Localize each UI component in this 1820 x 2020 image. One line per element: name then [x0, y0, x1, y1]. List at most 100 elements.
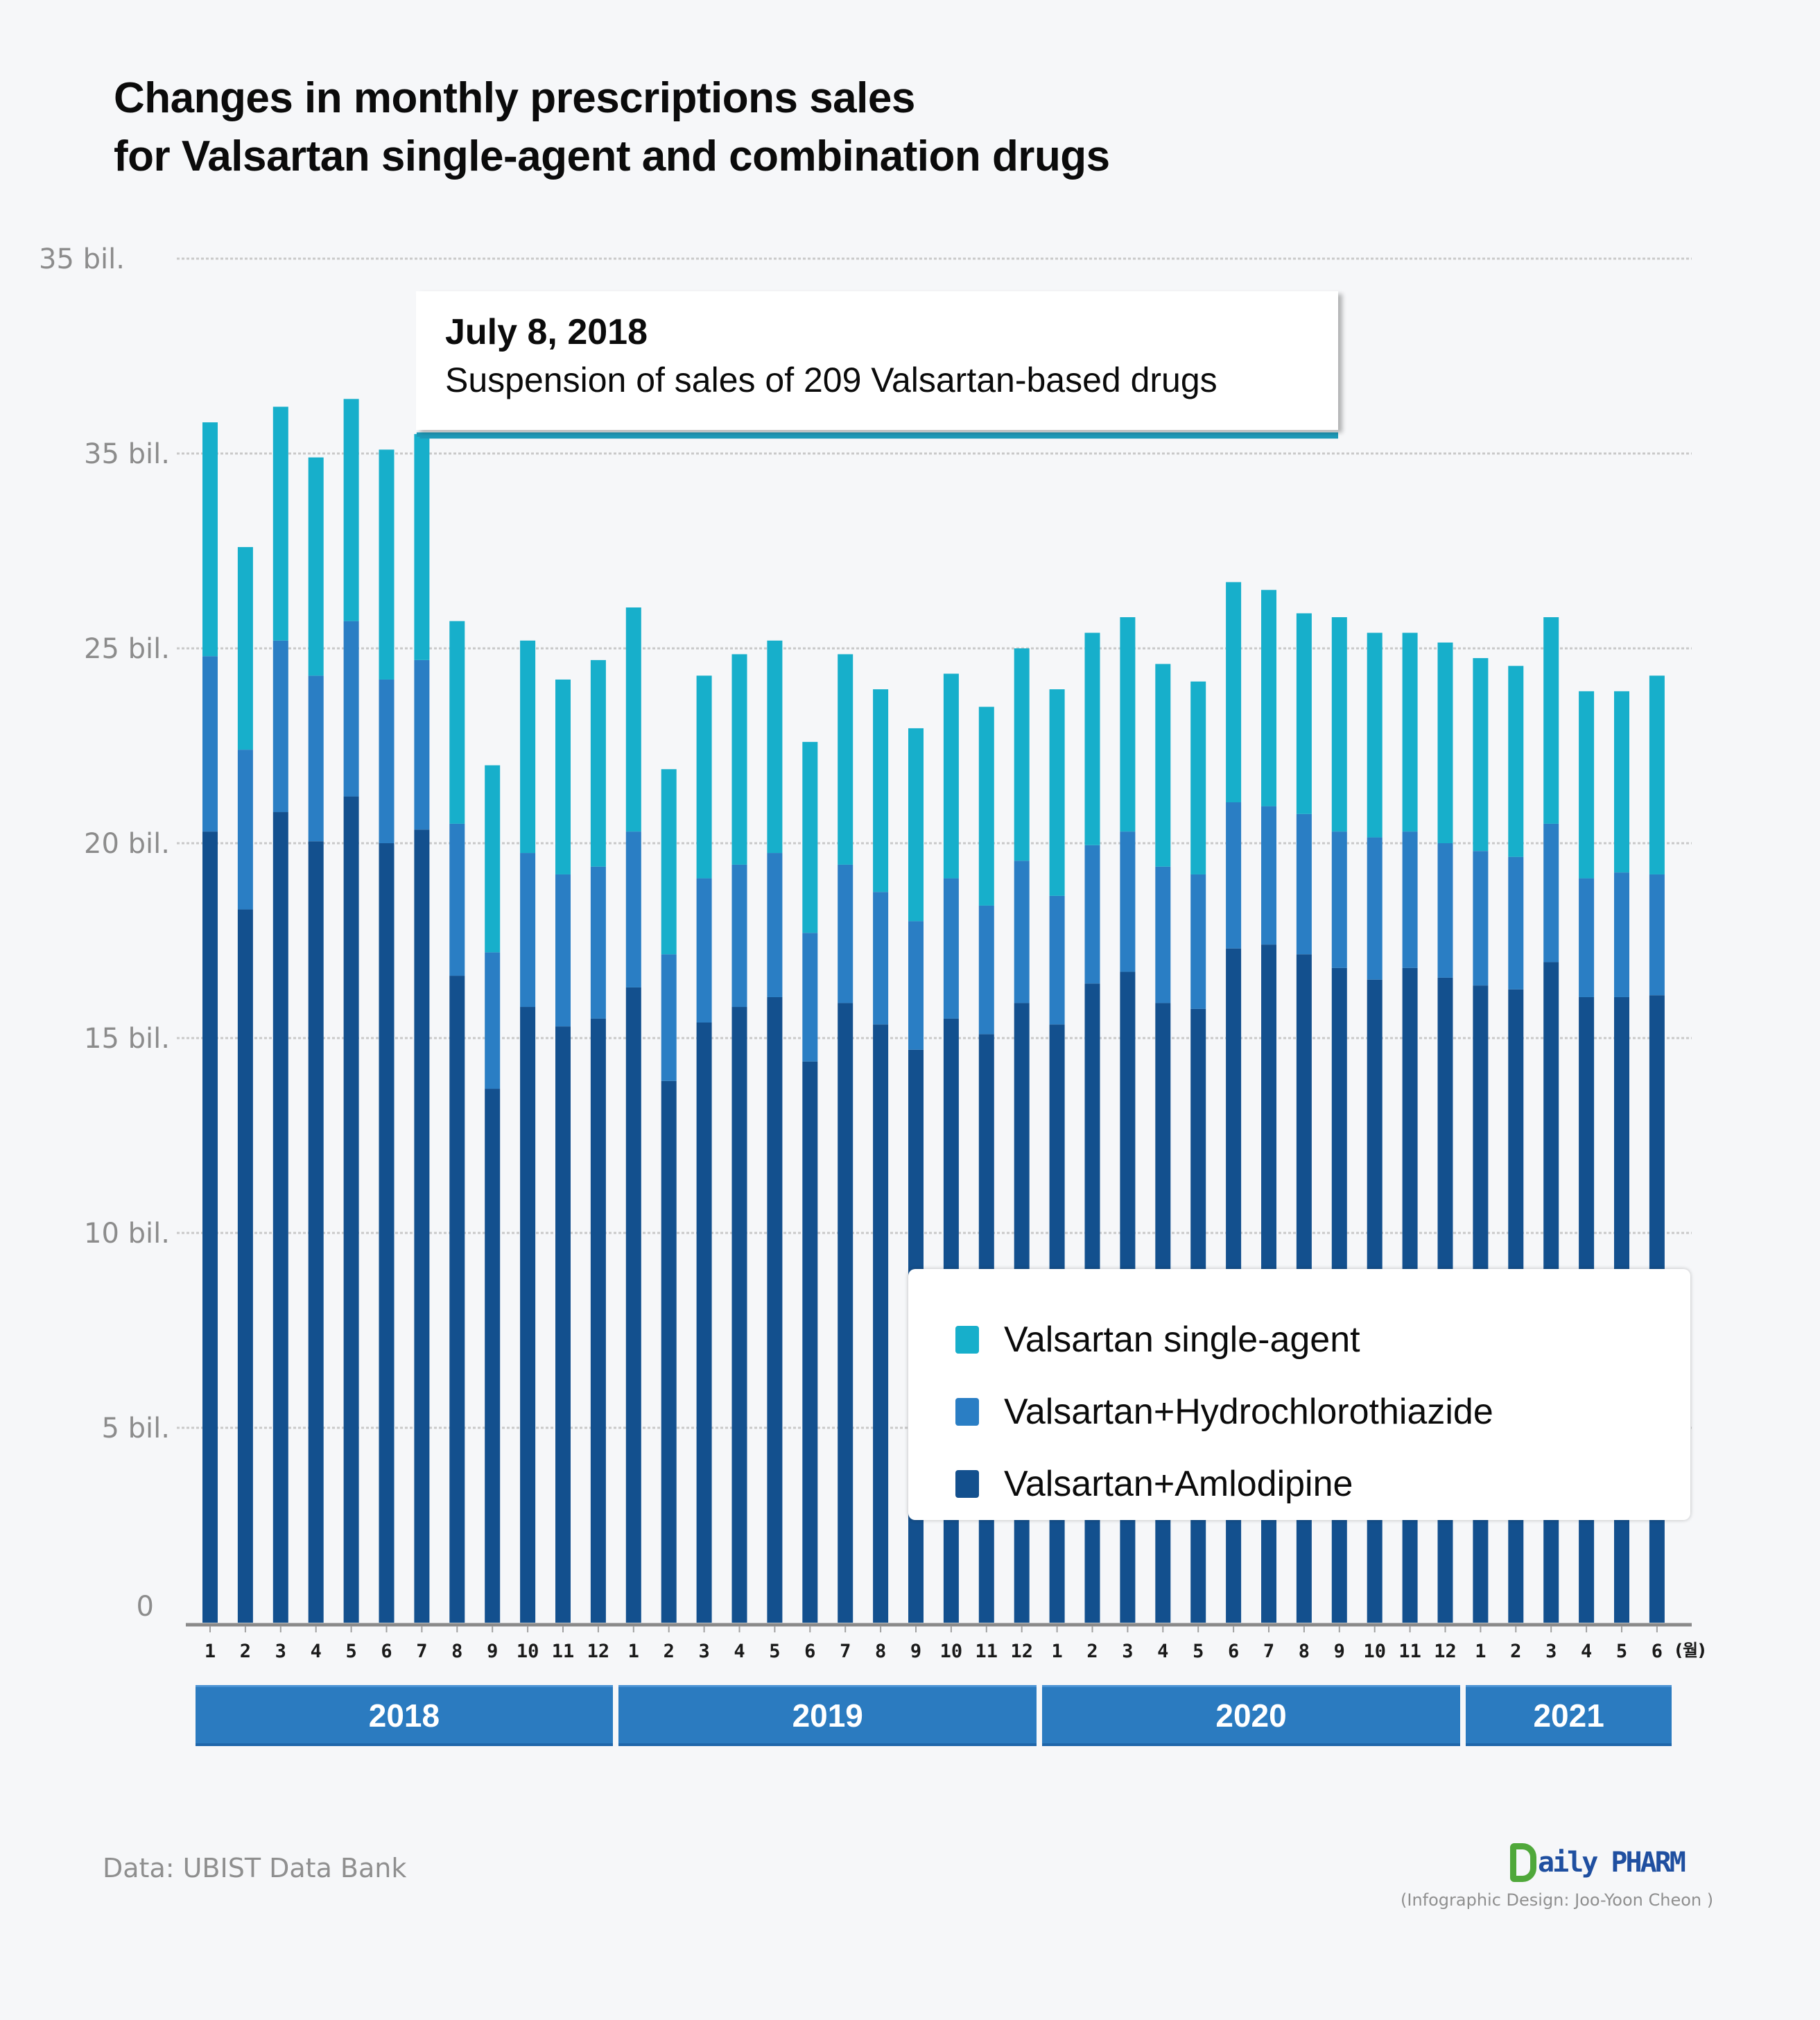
bar-segment [1155, 664, 1171, 867]
bar-segment [343, 399, 359, 621]
bar-segment [943, 878, 959, 1019]
bar-segment [661, 1080, 677, 1623]
year-band-2021: 2021 [1465, 1685, 1672, 1746]
x-tick-label: 3 [1122, 1641, 1133, 1662]
bar-segment [449, 621, 465, 824]
y-tick-label: 20 bil. [84, 828, 170, 860]
x-tick-label: 7 [416, 1641, 427, 1662]
bar-segment [838, 1003, 853, 1623]
y-tick-label: 10 bil. [84, 1218, 170, 1250]
x-tick-label: 3 [1545, 1641, 1557, 1662]
bar-segment [1049, 895, 1065, 1025]
year-band-2018: 2018 [195, 1685, 614, 1746]
bar-segment [767, 996, 783, 1623]
annotation-date: July 8, 2018 [445, 312, 648, 352]
x-tick-label: 1 [1475, 1641, 1486, 1662]
x-tick-label: 10 [517, 1641, 539, 1662]
bar-segment [590, 866, 606, 1019]
legend-item-single-agent: Valsartan single-agent [955, 1304, 1690, 1376]
bar-segment [202, 831, 218, 1623]
bar-segment [1543, 617, 1559, 824]
bar-segment [1331, 617, 1347, 832]
bar-segment [202, 656, 218, 832]
x-tick-label: 3 [275, 1641, 286, 1662]
bar-segment [202, 422, 218, 657]
bar-segment [1296, 813, 1312, 955]
y-tick-label: 25 bil. [84, 633, 170, 665]
x-tick-label: 1 [205, 1641, 216, 1662]
bar-segment [1261, 806, 1276, 945]
bar-segment [1508, 856, 1524, 990]
y-axis: 0 5 bil. 10 bil. 15 bil. 20 bil. 25 bil. 35 bi… [39, 243, 170, 1623]
bar-segment [1579, 878, 1595, 997]
chart-title-line-1: Changes in monthly prescriptions sales [114, 74, 915, 122]
bar-segment [1296, 613, 1312, 814]
x-tick-label: 11 [1398, 1641, 1421, 1662]
bar-segment [1367, 632, 1383, 838]
bar-segment [873, 892, 889, 1025]
bar-segment [308, 841, 324, 1623]
bar-segment [1543, 823, 1559, 962]
logo-text: aily PHARM [1538, 1847, 1686, 1879]
dailypharm-logo: aily PHARM [1510, 1842, 1686, 1883]
x-tick-label: 11 [976, 1641, 998, 1662]
bar-segment [1649, 874, 1665, 996]
bar-segment [1226, 582, 1242, 802]
x-tick-label: 10 [940, 1641, 963, 1662]
x-tick-label: 8 [1299, 1641, 1310, 1662]
x-tick-label: 1 [1051, 1641, 1062, 1662]
bar-segment [1579, 691, 1595, 879]
bar-segment [272, 406, 288, 641]
bar-segment [1331, 831, 1347, 968]
x-tick-label: 4 [311, 1641, 322, 1662]
bar-segment [555, 679, 571, 874]
bar-segment [1261, 589, 1276, 806]
bar-segment [520, 640, 536, 854]
legend-label: Valsartan+Amlodipine [1004, 1464, 1353, 1504]
data-source: Data: UBIST Data Bank [103, 1853, 407, 1883]
bar-segment [449, 976, 465, 1623]
bar-segment [414, 829, 430, 1623]
x-tick-label: 9 [1334, 1641, 1345, 1662]
bar-segment [379, 843, 395, 1623]
x-tick-label: 2 [1510, 1641, 1521, 1662]
x-tick-label: 7 [1263, 1641, 1274, 1662]
x-tick-label: 7 [840, 1641, 851, 1662]
bar-segment [731, 864, 747, 1008]
bar-segment [272, 640, 288, 813]
bar-segment [379, 679, 395, 843]
bar-segment [1155, 866, 1171, 1003]
bar-segment [838, 654, 853, 865]
bar-segment [343, 796, 359, 1623]
x-tick-label: 5 [769, 1641, 780, 1662]
bar-segment [308, 675, 324, 842]
x-tick-label: 4 [1581, 1641, 1592, 1662]
bar-segment [661, 954, 677, 1081]
x-tick-label: 6 [1228, 1641, 1239, 1662]
bar-segment [555, 1026, 571, 1623]
bar-segment [1014, 861, 1030, 1003]
bar-segment [1402, 632, 1418, 832]
y-tick-label: 0 [137, 1591, 154, 1623]
bar-segment [1367, 837, 1383, 980]
x-tick-label: 1 [628, 1641, 639, 1662]
bar-segment [625, 831, 641, 987]
bar-segment [943, 673, 959, 879]
x-tick-label: 5 [1193, 1641, 1204, 1662]
y-tick-label: 15 bil. [84, 1023, 170, 1055]
bar-segment [1190, 681, 1206, 874]
bar-segment [1508, 666, 1524, 857]
bar-segment [625, 987, 641, 1623]
bar-segment [908, 728, 924, 922]
x-tick-label: 6 [804, 1641, 815, 1662]
x-axis: 1 2 3 4 5 6 7 8 9 10 11 12 1 2 3 4 5 6 7 8 9 10 11 12 1 2 3 4 5 6 7 8 9 1… [186, 1623, 1706, 1662]
legend-swatch-hctz [955, 1398, 979, 1426]
bar-segment [625, 607, 641, 832]
bar-segment [1402, 831, 1418, 968]
bar-segment [1120, 831, 1136, 972]
x-tick-label: 4 [734, 1641, 745, 1662]
bar-segment [731, 654, 747, 865]
x-tick-label: 2 [664, 1641, 675, 1662]
bar-segment [590, 659, 606, 867]
x-tick-label: 9 [487, 1641, 498, 1662]
